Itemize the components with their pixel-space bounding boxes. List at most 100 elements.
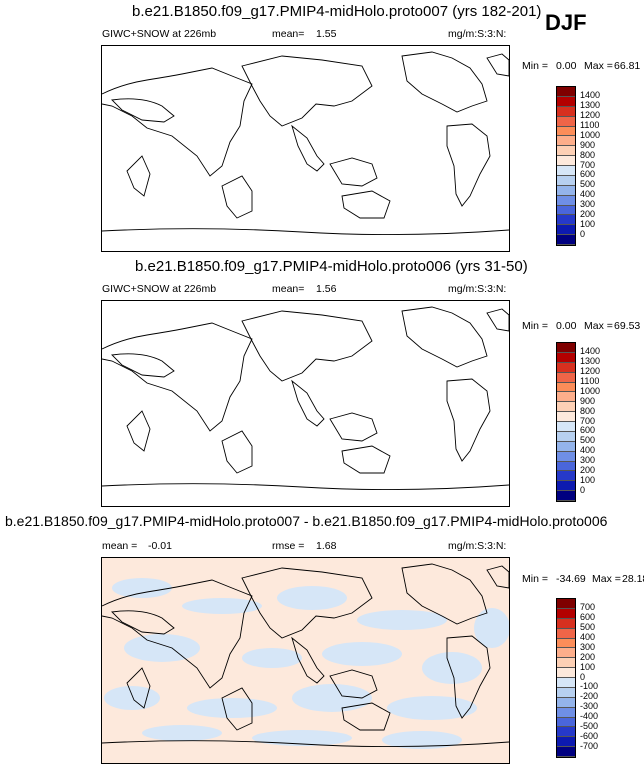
colorbar-tick-label: 1200 (580, 110, 601, 121)
colorbar-tick-label: 400 (580, 632, 596, 642)
colorbar-tick-label: 700 (580, 415, 596, 426)
panel3-colorbar (556, 598, 576, 758)
colorbar-cell (557, 628, 575, 639)
panel2-units: mg/m:S:3:N: (448, 283, 507, 295)
colorbar-tick-label: -300 (580, 701, 599, 712)
colorbar-cell (557, 481, 575, 492)
colorbar-tick-label: 1400 (580, 346, 601, 357)
colorbar-cell (557, 175, 575, 186)
colorbar-tick-label: 300 (580, 199, 596, 209)
colorbar-cell (557, 638, 575, 649)
panel1-mean-value: 1.55 (316, 28, 337, 40)
panel2-min-value: 0.00 (556, 320, 577, 332)
panel3-max-label: Max = (592, 573, 621, 585)
panel2-coastlines (102, 306, 509, 491)
panel1-mean-label: mean= (272, 28, 305, 40)
colorbar-tick-label: -600 (580, 730, 599, 741)
colorbar-tick-label: 0 (580, 228, 586, 239)
panel2-max-value: 69.53 (614, 320, 641, 332)
panel3-mean-value: -0.01 (148, 540, 172, 552)
panel1-min-label: Min = (522, 60, 548, 72)
panel1-title: b.e21.B1850.f09_g17.PMIP4-midHolo.proto0… (132, 3, 542, 20)
colorbar-cell (557, 382, 575, 393)
colorbar-cell (557, 166, 575, 176)
panel2-min-label: Min = (522, 320, 548, 332)
colorbar-tick-label: -700 (580, 740, 599, 751)
colorbar-cell (557, 471, 575, 482)
colorbar-cell (557, 126, 575, 137)
colorbar-cell (557, 343, 575, 353)
colorbar-tick-label: 700 (580, 602, 596, 613)
colorbar-tick-label: 1100 (580, 376, 600, 386)
colorbar-cell (557, 352, 575, 363)
colorbar-cell (557, 618, 575, 629)
panel3-rmse-value: 1.68 (316, 540, 337, 552)
colorbar-tick-label: 800 (580, 149, 596, 160)
colorbar-cell (557, 441, 575, 452)
colorbar-cell (557, 156, 575, 166)
colorbar-tick-label: 1200 (580, 366, 601, 377)
panel2-mean-label: mean= (272, 283, 305, 295)
panel2-variable: GIWC+SNOW at 226mb (102, 283, 217, 295)
colorbar-cell (557, 599, 575, 609)
colorbar-cell (557, 106, 575, 117)
panel1-variable: GIWC+SNOW at 226mb (102, 28, 217, 40)
colorbar-cell (557, 215, 575, 226)
panel3-field (102, 563, 509, 749)
colorbar-cell (557, 668, 575, 678)
colorbar-tick-label: 600 (580, 425, 596, 436)
colorbar-cell (557, 185, 575, 196)
colorbar-cell (557, 205, 575, 216)
colorbar-cell (557, 136, 575, 147)
colorbar-cell (557, 687, 575, 698)
colorbar-tick-label: 100 (580, 474, 596, 485)
panel1-colorbar-labels: 1400 1300 1200 1100 1000 900 800 700 600 500 400 30… (580, 86, 620, 244)
colorbar-cell (557, 737, 575, 748)
panel3-units: mg/m:S:3:N: (448, 540, 507, 552)
colorbar-tick-label: 200 (580, 208, 596, 219)
panel2-max-label: Max = (584, 320, 613, 332)
colorbar-cell (557, 372, 575, 383)
colorbar-cell (557, 608, 575, 619)
colorbar-tick-label: 1100 (580, 120, 600, 130)
colorbar-tick-label: 800 (580, 405, 596, 416)
colorbar-tick-label: -500 (580, 720, 599, 731)
colorbar-tick-label: 300 (580, 641, 596, 652)
colorbar-cell (557, 491, 575, 501)
colorbar-tick-label: 100 (580, 218, 596, 229)
panel3-title: b.e21.B1850.f09_g17.PMIP4-midHolo.proto0… (5, 513, 608, 529)
colorbar-tick-label: 0 (580, 671, 586, 682)
colorbar-cell (557, 717, 575, 728)
colorbar-tick-label: 300 (580, 455, 596, 465)
colorbar-cell (557, 362, 575, 373)
colorbar-cell (557, 412, 575, 422)
colorbar-tick-label: 200 (580, 464, 596, 475)
panel3-colorbar-labels: 700 600 500 400 300 200 100 0 -100 -200 -300 -400 -5… (580, 598, 620, 756)
panel3-rmse-label: rmse = (272, 540, 305, 552)
colorbar-tick-label: 600 (580, 612, 596, 623)
panel1-map (101, 45, 510, 252)
colorbar-tick-label: 900 (580, 139, 596, 150)
colorbar-cell (557, 697, 575, 708)
panel1-colorbar (556, 86, 576, 246)
colorbar-tick-label: 1300 (580, 100, 601, 111)
colorbar-cell (557, 116, 575, 127)
season-label: DJF (545, 10, 587, 35)
colorbar-cell (557, 96, 575, 107)
colorbar-tick-label: 1400 (580, 90, 601, 101)
colorbar-cell (557, 87, 575, 97)
colorbar-cell (557, 648, 575, 659)
colorbar-cell (557, 235, 575, 245)
colorbar-tick-label: 700 (580, 159, 596, 170)
colorbar-tick-label: 900 (580, 395, 596, 406)
colorbar-cell (557, 402, 575, 413)
panel2-colorbar (556, 342, 576, 502)
colorbar-tick-label: 400 (580, 189, 596, 200)
colorbar-tick-label: 200 (580, 651, 596, 662)
colorbar-cell (557, 392, 575, 403)
panel2-colorbar-labels: 1400 1300 1200 1100 1000 900 800 700 600 500 400 30… (580, 342, 620, 500)
colorbar-cell (557, 146, 575, 157)
panel1-max-label: Max = (584, 60, 613, 72)
colorbar-cell (557, 461, 575, 472)
colorbar-tick-label: 500 (580, 622, 596, 633)
